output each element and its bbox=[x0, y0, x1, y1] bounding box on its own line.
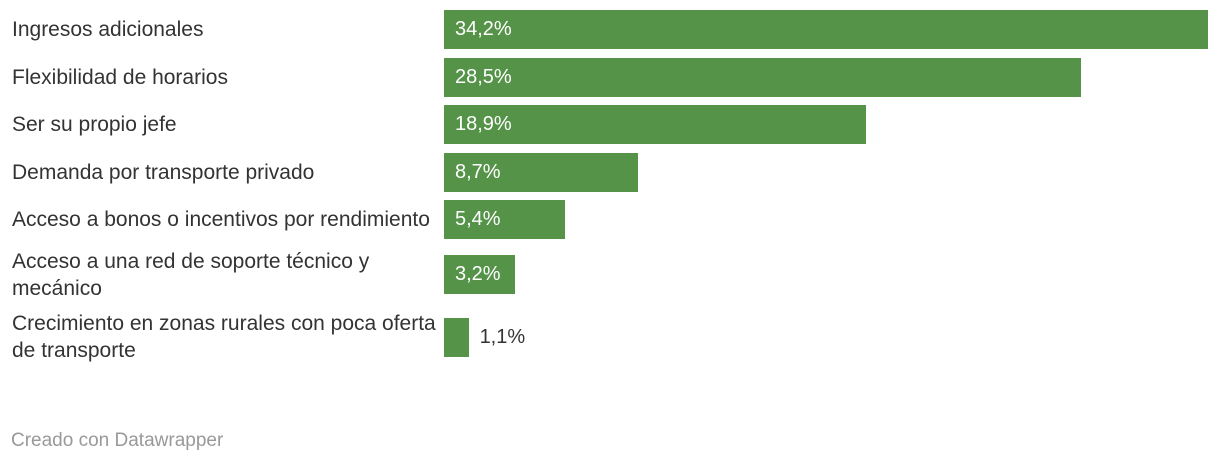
bar-track: 5,4% bbox=[444, 200, 1208, 239]
value-label: 18,9% bbox=[455, 113, 512, 135]
value-label: 1,1% bbox=[479, 325, 526, 348]
bar-row: Flexibilidad de horarios 28,5% bbox=[12, 57, 1208, 97]
bar-track: 8,7% bbox=[444, 152, 1208, 192]
bar-row: Acceso a bonos o incentivos por rendimie… bbox=[12, 200, 1208, 239]
bar bbox=[444, 105, 867, 144]
value-label: 3,2% bbox=[455, 263, 501, 285]
bar bbox=[444, 152, 639, 192]
bar bbox=[444, 317, 469, 357]
bar-row: Ingresos adicionales 34,2% bbox=[12, 10, 1208, 49]
category-label: Demanda por transporte privado bbox=[12, 160, 315, 184]
bar-track: 34,2% bbox=[444, 10, 1208, 49]
category-label: Ser su propio jefe bbox=[12, 113, 177, 136]
bar-row: Acceso a una red de soporte técnico y me… bbox=[12, 248, 1208, 302]
value-label: 34,2% bbox=[455, 18, 512, 40]
bar bbox=[444, 200, 565, 239]
bar-track: 1,1% bbox=[444, 317, 1208, 357]
bar-track: 18,9% bbox=[444, 105, 1208, 144]
bar-track: 28,5% bbox=[444, 57, 1208, 97]
bar bbox=[444, 10, 1208, 49]
bar bbox=[444, 57, 1081, 97]
category-label: Acceso a bonos o incentivos por rendimie… bbox=[12, 208, 430, 231]
bar-row: Demanda por transporte privado 8,7% bbox=[12, 152, 1208, 192]
category-label: Acceso a una red de soporte técnico y me… bbox=[12, 249, 370, 300]
bar-track: 3,2% bbox=[444, 255, 1208, 294]
category-label: Crecimiento en zonas rurales con poca of… bbox=[12, 312, 436, 362]
chart: Ingresos adicionales 34,2% Flexibilidad de… bbox=[12, 10, 1208, 364]
value-label: 28,5% bbox=[455, 65, 512, 88]
category-label: Flexibilidad de horarios bbox=[12, 65, 228, 89]
bar bbox=[444, 255, 516, 294]
category-label: Ingresos adicionales bbox=[12, 18, 204, 41]
bar-row: Ser su propio jefe 18,9% bbox=[12, 105, 1208, 144]
value-label: 5,4% bbox=[455, 208, 501, 230]
footer: Creado con Datawrapper bbox=[11, 430, 224, 451]
value-label: 8,7% bbox=[455, 160, 501, 183]
bar-row: Crecimiento en zonas rurales con poca of… bbox=[12, 310, 1208, 364]
